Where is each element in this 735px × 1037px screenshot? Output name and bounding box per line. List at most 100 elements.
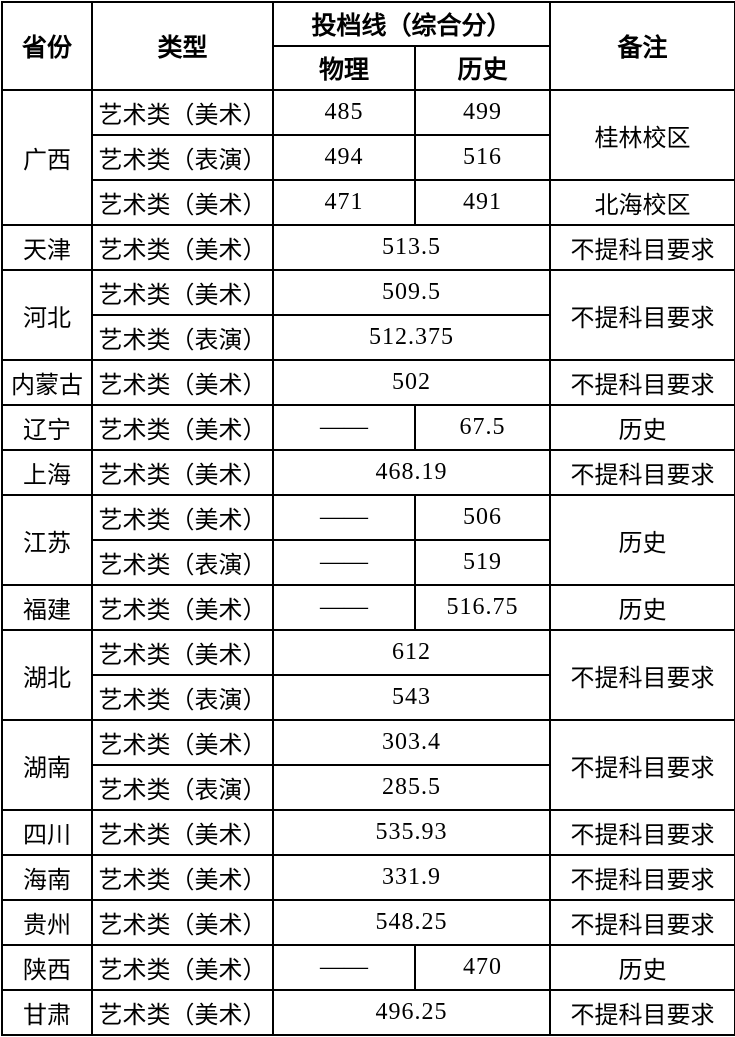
table-row: 辽宁 艺术类（美术） —— 67.5 历史 [1,404,735,451]
table-row: 湖南 艺术类（美术） 303.4 不提科目要求 [1,719,735,811]
cell-type: 艺术类（美术） [91,899,274,946]
cell-type: 艺术类（美术） [91,809,274,856]
cell-remark: 不提科目要求 [549,269,735,361]
cell-score: 468.19 [271,449,552,496]
table-header: 省份 类型 投档线（综合分） 备注 物理 历史 [1,1,735,91]
cell-history: 506 [413,494,552,541]
cell-physics: 494 [272,134,416,181]
table-row: 江苏 艺术类（美术） —— 506 历史 [1,494,735,586]
cell-score: 496.25 [271,989,552,1036]
cell-remark: 不提科目要求 [549,989,735,1036]
table-row: 河北 艺术类（美术） 509.5 不提科目要求 [1,269,735,361]
cell-province: 贵州 [1,899,93,946]
cell-score: 512.375 [271,314,552,361]
cell-province: 辽宁 [1,404,93,451]
cell-remark: 历史 [549,584,735,631]
cell-type: 艺术类（美术） [91,179,274,226]
cell-type: 艺术类（美术） [91,719,274,766]
table-row: 广西 艺术类（美术） 485 499 桂林校区 [1,89,735,226]
cell-province: 陕西 [1,944,93,991]
table-row: 艺术类（表演） 543 [2,674,735,721]
cell-physics: —— [272,944,416,991]
cell-province: 海南 [1,854,93,901]
cell-remark: 不提科目要求 [549,899,735,946]
cell-province: 河北 [1,269,93,361]
cell-province: 上海 [1,449,93,496]
header-type: 类型 [91,1,274,91]
cell-type: 艺术类（表演） [91,539,274,586]
cell-score: 548.25 [271,899,552,946]
table-row: 甘肃 艺术类（美术） 496.25 不提科目要求 [1,989,735,1036]
cell-remark: 不提科目要求 [549,629,735,721]
cell-type: 艺术类（美术） [91,89,274,136]
cell-score: 513.5 [271,224,552,271]
cell-type: 艺术类（美术） [91,269,274,316]
cell-province: 湖南 [1,719,93,811]
cell-province: 湖北 [1,629,93,721]
header-physics: 物理 [272,45,416,91]
cell-province: 广西 [1,89,93,226]
header-row-1: 省份 类型 投档线（综合分） 备注 [1,1,735,91]
table-row: 天津 艺术类（美术） 513.5 不提科目要求 [1,224,735,271]
cell-history: 470 [413,944,552,991]
cell-history: 516 [413,134,552,181]
cell-remark: 不提科目要求 [549,449,735,496]
table-body: 广西 艺术类（美术） 485 499 桂林校区 艺术类（表演） 494 516 … [1,89,735,1036]
cell-remark: 历史 [549,404,735,451]
cell-type: 艺术类（美术） [91,989,274,1036]
table-row: 湖北 艺术类（美术） 612 不提科目要求 [1,629,735,721]
cell-type: 艺术类（美术） [91,584,274,631]
cell-physics: —— [272,404,416,451]
cell-remark: 不提科目要求 [549,809,735,856]
table-row: 艺术类（美术） 471 491 北海校区 [2,179,735,226]
cell-province: 福建 [1,584,93,631]
cell-type: 艺术类（表演） [91,134,274,181]
cell-history: 499 [413,89,552,136]
cell-province: 甘肃 [1,989,93,1036]
table-row: 贵州 艺术类（美术） 548.25 不提科目要求 [1,899,735,946]
cell-history: 67.5 [413,404,552,451]
header-province: 省份 [1,1,93,91]
cell-province: 四川 [1,809,93,856]
header-history: 历史 [413,45,552,91]
cell-score: 331.9 [271,854,552,901]
cell-type: 艺术类（美术） [91,629,274,676]
cell-province: 江苏 [1,494,93,586]
cell-score: 535.93 [271,809,552,856]
table-row: 四川 艺术类（美术） 535.93 不提科目要求 [1,809,735,856]
cell-type: 艺术类（美术） [91,404,274,451]
table-row: 艺术类（表演） 494 516 [2,134,735,181]
cell-type: 艺术类（美术） [91,224,274,271]
cell-remark: 不提科目要求 [549,224,735,271]
cell-score: 303.4 [271,719,552,766]
header-score-group: 投档线（综合分） [271,1,552,47]
cell-score: 285.5 [271,764,552,811]
table-row: 陕西 艺术类（美术） —— 470 历史 [1,944,735,991]
cell-type: 艺术类（美术） [91,359,274,406]
cell-history: 519 [413,539,552,586]
cell-type: 艺术类（美术） [91,449,274,496]
table-row: 艺术类（表演） 285.5 [2,764,735,811]
cell-physics: —— [272,539,416,586]
cell-type: 艺术类（美术） [91,944,274,991]
cell-score: 509.5 [271,269,552,316]
cell-physics: 485 [272,89,416,136]
cell-score: 502 [271,359,552,406]
cell-physics: —— [272,494,416,541]
cell-history: 516.75 [413,584,552,631]
table-row: 艺术类（表演） 512.375 [2,314,735,361]
cell-remark: 历史 [549,494,735,586]
cell-type: 艺术类（表演） [91,314,274,361]
cell-remark: 不提科目要求 [549,719,735,811]
table-row: 福建 艺术类（美术） —— 516.75 历史 [1,584,735,631]
cell-type: 艺术类（美术） [91,494,274,541]
cell-score: 543 [271,674,552,721]
cell-type: 艺术类（美术） [91,854,274,901]
table-row: 海南 艺术类（美术） 331.9 不提科目要求 [1,854,735,901]
cell-physics: —— [272,584,416,631]
cell-remark: 历史 [549,944,735,991]
cell-score: 612 [271,629,552,676]
cell-remark: 不提科目要求 [549,854,735,901]
cell-province: 内蒙古 [1,359,93,406]
